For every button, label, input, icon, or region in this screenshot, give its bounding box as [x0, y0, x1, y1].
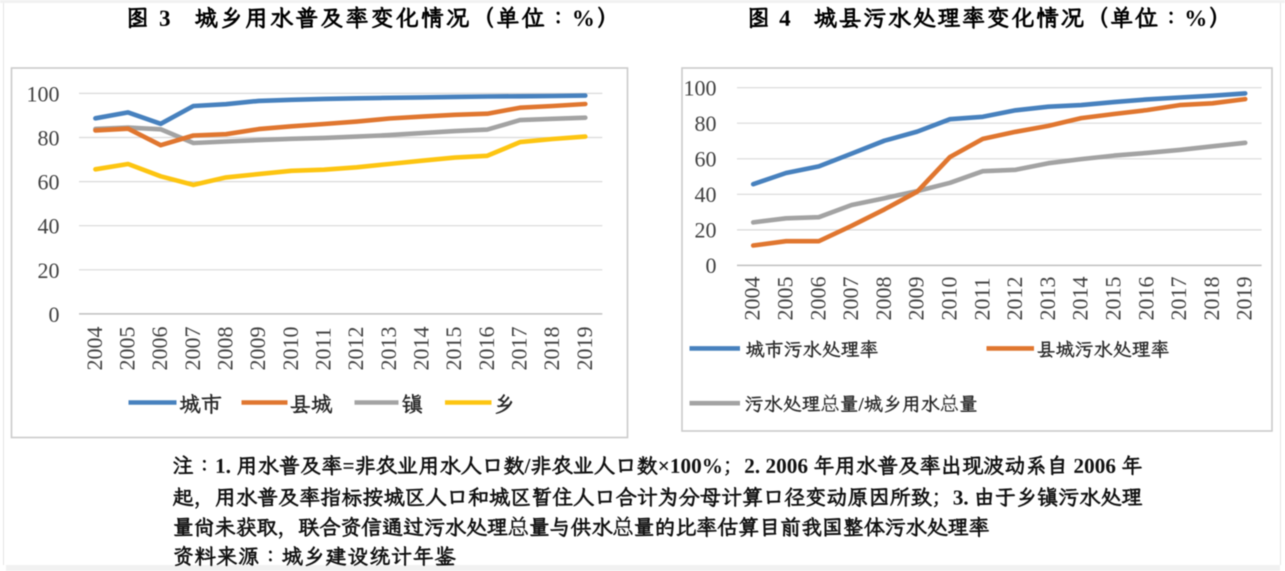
svg-text:2007: 2007	[838, 277, 863, 321]
svg-text:60: 60	[38, 170, 60, 195]
svg-text:2018: 2018	[1199, 277, 1224, 321]
svg-text:2015: 2015	[1101, 277, 1126, 321]
svg-text:2014: 2014	[409, 327, 434, 371]
svg-text:2006: 2006	[147, 327, 172, 371]
svg-text:2015: 2015	[441, 327, 466, 371]
svg-text:2019: 2019	[1232, 277, 1257, 321]
svg-text:2006: 2006	[805, 277, 830, 321]
svg-text:100: 100	[684, 76, 717, 101]
svg-text:2004: 2004	[740, 277, 765, 321]
svg-text:2016: 2016	[1133, 277, 1158, 321]
svg-text:2008: 2008	[871, 277, 896, 321]
svg-text:2011: 2011	[311, 327, 336, 370]
svg-text:20: 20	[695, 218, 717, 243]
svg-text:2014: 2014	[1068, 277, 1093, 321]
svg-text:80: 80	[695, 111, 717, 136]
svg-text:40: 40	[695, 182, 717, 207]
svg-text:2005: 2005	[115, 327, 140, 371]
svg-text:2009: 2009	[904, 277, 929, 321]
svg-text:2013: 2013	[376, 327, 401, 371]
svg-text:2007: 2007	[180, 327, 205, 371]
svg-text:20: 20	[38, 258, 60, 283]
svg-text:100: 100	[27, 81, 60, 106]
svg-text:2013: 2013	[1035, 277, 1060, 321]
svg-text:2010: 2010	[937, 277, 962, 321]
svg-text:2018: 2018	[539, 327, 564, 371]
svg-text:2017: 2017	[1166, 277, 1191, 321]
svg-text:0: 0	[49, 302, 60, 327]
svg-text:2008: 2008	[213, 327, 238, 371]
svg-text:2009: 2009	[245, 327, 270, 371]
svg-text:2012: 2012	[1002, 277, 1027, 321]
svg-text:2016: 2016	[474, 327, 499, 371]
svg-text:2012: 2012	[343, 327, 368, 371]
svg-text:2010: 2010	[278, 327, 303, 371]
svg-text:80: 80	[38, 126, 60, 151]
svg-text:0: 0	[706, 253, 717, 278]
svg-text:2005: 2005	[773, 277, 798, 321]
svg-text:2004: 2004	[82, 327, 107, 371]
svg-text:2017: 2017	[507, 327, 532, 371]
svg-text:60: 60	[695, 147, 717, 172]
svg-text:40: 40	[38, 214, 60, 239]
svg-text:2019: 2019	[572, 327, 597, 371]
svg-text:2011: 2011	[969, 277, 994, 320]
